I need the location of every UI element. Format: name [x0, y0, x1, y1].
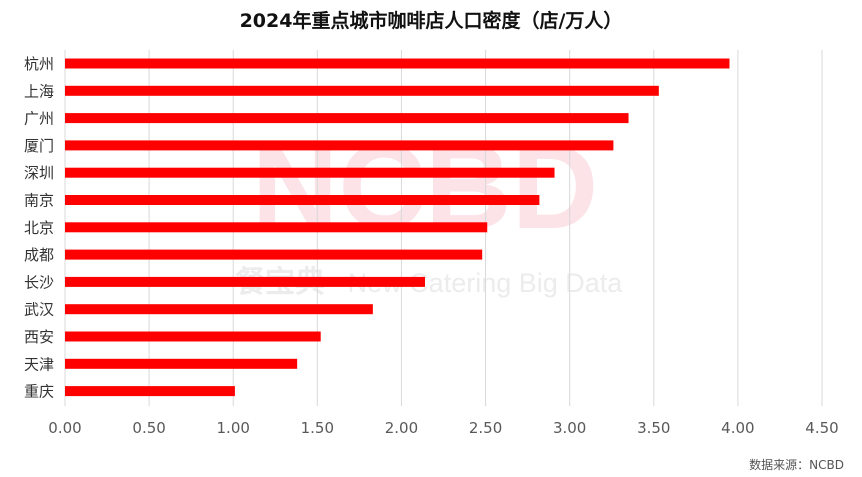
x-tick-label: 2.00	[385, 419, 418, 437]
x-tick-label: 4.00	[721, 419, 754, 437]
category-label: 上海	[24, 82, 54, 100]
x-tick-label: 4.50	[805, 419, 838, 437]
category-label: 长沙	[24, 273, 54, 291]
x-tick-label: 1.50	[301, 419, 334, 437]
category-label: 成都	[24, 246, 54, 264]
bar	[65, 358, 298, 369]
bar	[65, 304, 373, 315]
x-tick-label: 3.50	[637, 419, 670, 437]
bar	[65, 222, 488, 233]
x-tick-label: 1.00	[217, 419, 250, 437]
category-label: 重庆	[24, 383, 54, 401]
bar	[65, 113, 629, 124]
bar	[65, 140, 614, 151]
watermark-logo: NCBD	[252, 120, 599, 254]
bars	[65, 58, 730, 397]
bar	[65, 195, 540, 205]
category-label: 北京	[24, 219, 54, 237]
bar	[65, 276, 425, 287]
category-label: 厦门	[24, 137, 54, 155]
source-note: 数据来源：NCBD	[749, 458, 844, 472]
x-tick-labels: 0.00 0.50 1.00 1.50 2.00 2.50 3.00 3.50 4.00 4.50	[48, 419, 838, 437]
category-label: 天津	[24, 355, 54, 373]
category-label: 武汉	[24, 301, 54, 319]
bar	[65, 58, 730, 69]
category-label: 西安	[24, 328, 54, 346]
category-label: 南京	[24, 192, 54, 210]
x-tick-label: 2.50	[469, 419, 502, 437]
category-label: 广州	[24, 110, 54, 128]
bar	[65, 386, 235, 397]
x-tick-label: 0.50	[132, 419, 165, 437]
bar	[65, 331, 321, 342]
bar	[65, 249, 483, 260]
category-label: 深圳	[24, 164, 54, 182]
category-label: 杭州	[24, 55, 54, 73]
bar	[65, 85, 659, 96]
x-tick-label: 0.00	[48, 419, 81, 437]
chart-title: 2024年重点城市咖啡店人口密度（店/万人）	[239, 10, 623, 32]
x-tick-label: 3.00	[553, 419, 586, 437]
bar	[65, 167, 555, 178]
